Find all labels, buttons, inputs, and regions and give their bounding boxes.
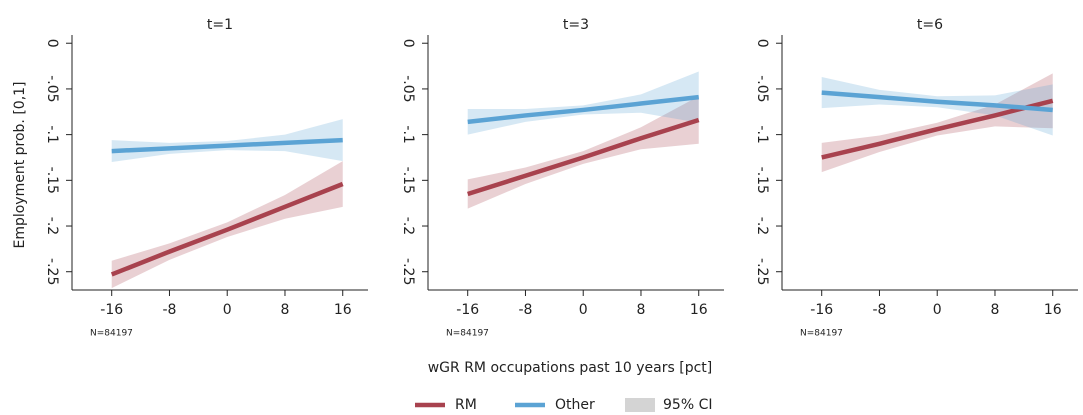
y-tick-label: -.25 [44, 258, 60, 285]
x-tick-label: 16 [690, 302, 708, 318]
ci-band [821, 73, 1053, 173]
ci-band [111, 119, 343, 163]
x-tick-label: -16 [810, 302, 833, 318]
legend-label: 95% CI [663, 397, 712, 413]
y-tick-label: -.2 [754, 217, 770, 235]
note: N=84197 [90, 329, 133, 339]
x-tick-label: 8 [281, 302, 290, 318]
panel-title: t=3 [563, 17, 589, 33]
note: N=84197 [800, 329, 843, 339]
x-tick-label: -8 [162, 302, 176, 318]
ci-band [467, 96, 699, 209]
y-tick-label: -.05 [44, 75, 60, 102]
y-tick-label: -.1 [400, 125, 416, 143]
x-axis-title: wGR RM occupations past 10 years [pct] [428, 360, 713, 376]
x-tick-label: 8 [637, 302, 646, 318]
y-tick-label: -.05 [754, 75, 770, 102]
ci-band [111, 161, 343, 289]
x-tick-label: -16 [100, 302, 123, 318]
x-tick-label: 0 [223, 302, 232, 318]
y-tick-label: -.2 [400, 217, 416, 235]
x-tick-label: 8 [991, 302, 1000, 318]
y-tick-label: -.15 [754, 167, 770, 194]
x-tick-label: -8 [872, 302, 886, 318]
y-tick-label: 0 [400, 39, 416, 48]
y-tick-label: -.15 [400, 167, 416, 194]
legend-label: Other [555, 397, 595, 413]
panel-title: t=6 [917, 17, 943, 33]
y-tick-label: -.1 [754, 125, 770, 143]
series-line [111, 137, 343, 154]
x-tick-label: 16 [1044, 302, 1062, 318]
ci-band [821, 77, 1053, 136]
series-line [467, 117, 700, 197]
y-tick-label: -.15 [44, 167, 60, 194]
x-tick-label: -8 [518, 302, 532, 318]
panel-title: t=1 [207, 17, 233, 33]
note: N=84197 [446, 329, 489, 339]
y-tick-label: 0 [754, 39, 770, 48]
legend-swatch [625, 398, 655, 412]
y-tick-label: -.2 [44, 217, 60, 235]
y-tick-label: -.1 [44, 125, 60, 143]
y-axis-title: Employment prob. [0,1] [12, 81, 28, 248]
y-tick-label: -.25 [754, 258, 770, 285]
x-tick-label: 0 [579, 302, 588, 318]
legend-label: RM [455, 397, 477, 413]
series-line [110, 181, 344, 277]
series-line [467, 94, 699, 125]
ci-band [467, 71, 699, 135]
y-tick-label: 0 [44, 39, 60, 48]
x-tick-label: -16 [456, 302, 479, 318]
x-tick-label: 16 [334, 302, 352, 318]
series-line [821, 98, 1054, 160]
y-tick-label: -.25 [400, 258, 416, 285]
x-tick-label: 0 [933, 302, 942, 318]
series-line [821, 90, 1053, 113]
y-tick-label: -.05 [400, 75, 416, 102]
